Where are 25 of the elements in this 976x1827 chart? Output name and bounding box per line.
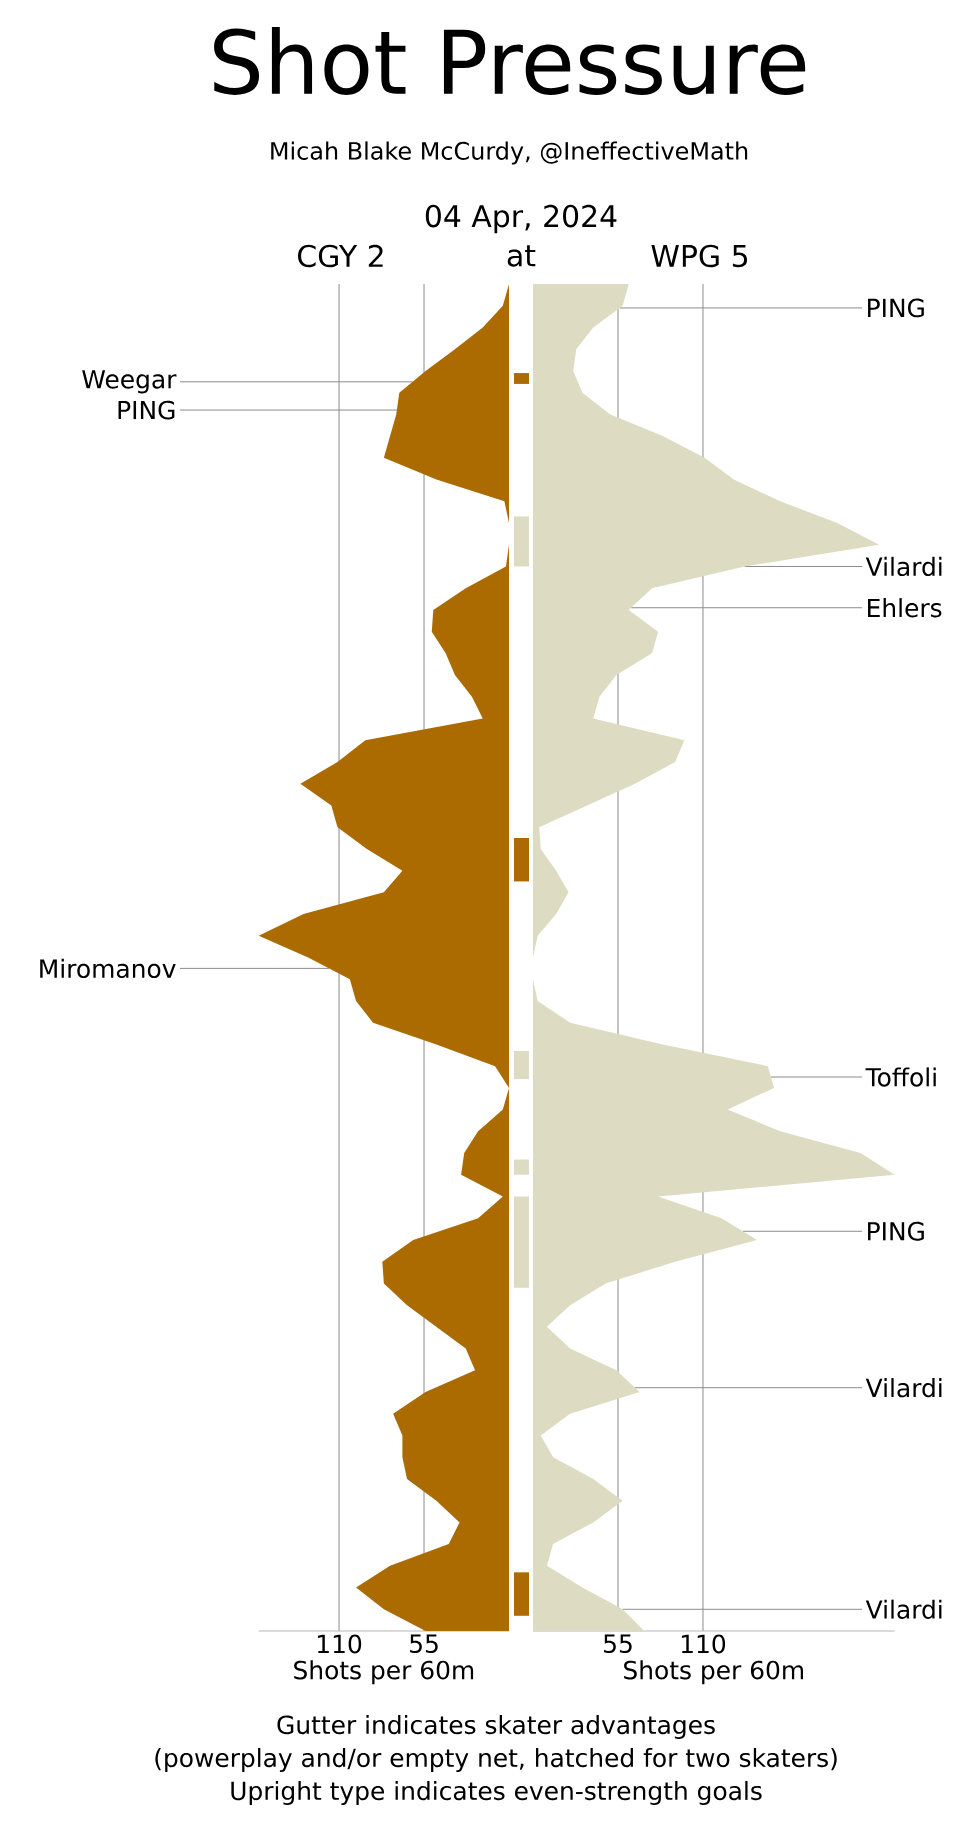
text: at <box>507 245 536 267</box>
text: Upright type indicates even-strength goals <box>231 1780 762 1806</box>
x-tick-label: 55 <box>604 1634 632 1654</box>
x-tick-label: 110 <box>681 1634 726 1654</box>
text: WPG 5 <box>651 244 748 268</box>
text: Gutter indicates skater advantages <box>277 1714 715 1740</box>
text: (powerplay and/or empty net, hatched for two skaters) <box>155 1747 837 1773</box>
annotation: PING <box>868 298 924 318</box>
x-axis-title: Shots per 60m <box>294 1660 474 1685</box>
annotation: Ehlers <box>868 598 942 618</box>
x-tick-label: 55 <box>410 1634 438 1654</box>
text: Weegar <box>82 370 177 394</box>
annotation: Vilardi <box>865 1378 942 1398</box>
chart-subtitle: Micah Blake McCurdy, @IneffectiveMath <box>271 141 748 165</box>
text: CGY 2 <box>298 244 383 268</box>
text: 04 Apr, 2024 <box>425 204 617 234</box>
text: PING <box>118 400 175 420</box>
text: Miromanov <box>40 958 176 979</box>
x-tick-label: 110 <box>318 1634 362 1654</box>
annotation: Vilardi <box>865 556 942 577</box>
chart-title: Shot Pressure <box>214 27 806 95</box>
annotation: PING <box>868 1221 924 1241</box>
annotation: Toffoli <box>865 1067 936 1087</box>
annotation: Vilardi <box>865 1599 942 1619</box>
x-axis-title: Shots per 60m <box>624 1660 804 1685</box>
